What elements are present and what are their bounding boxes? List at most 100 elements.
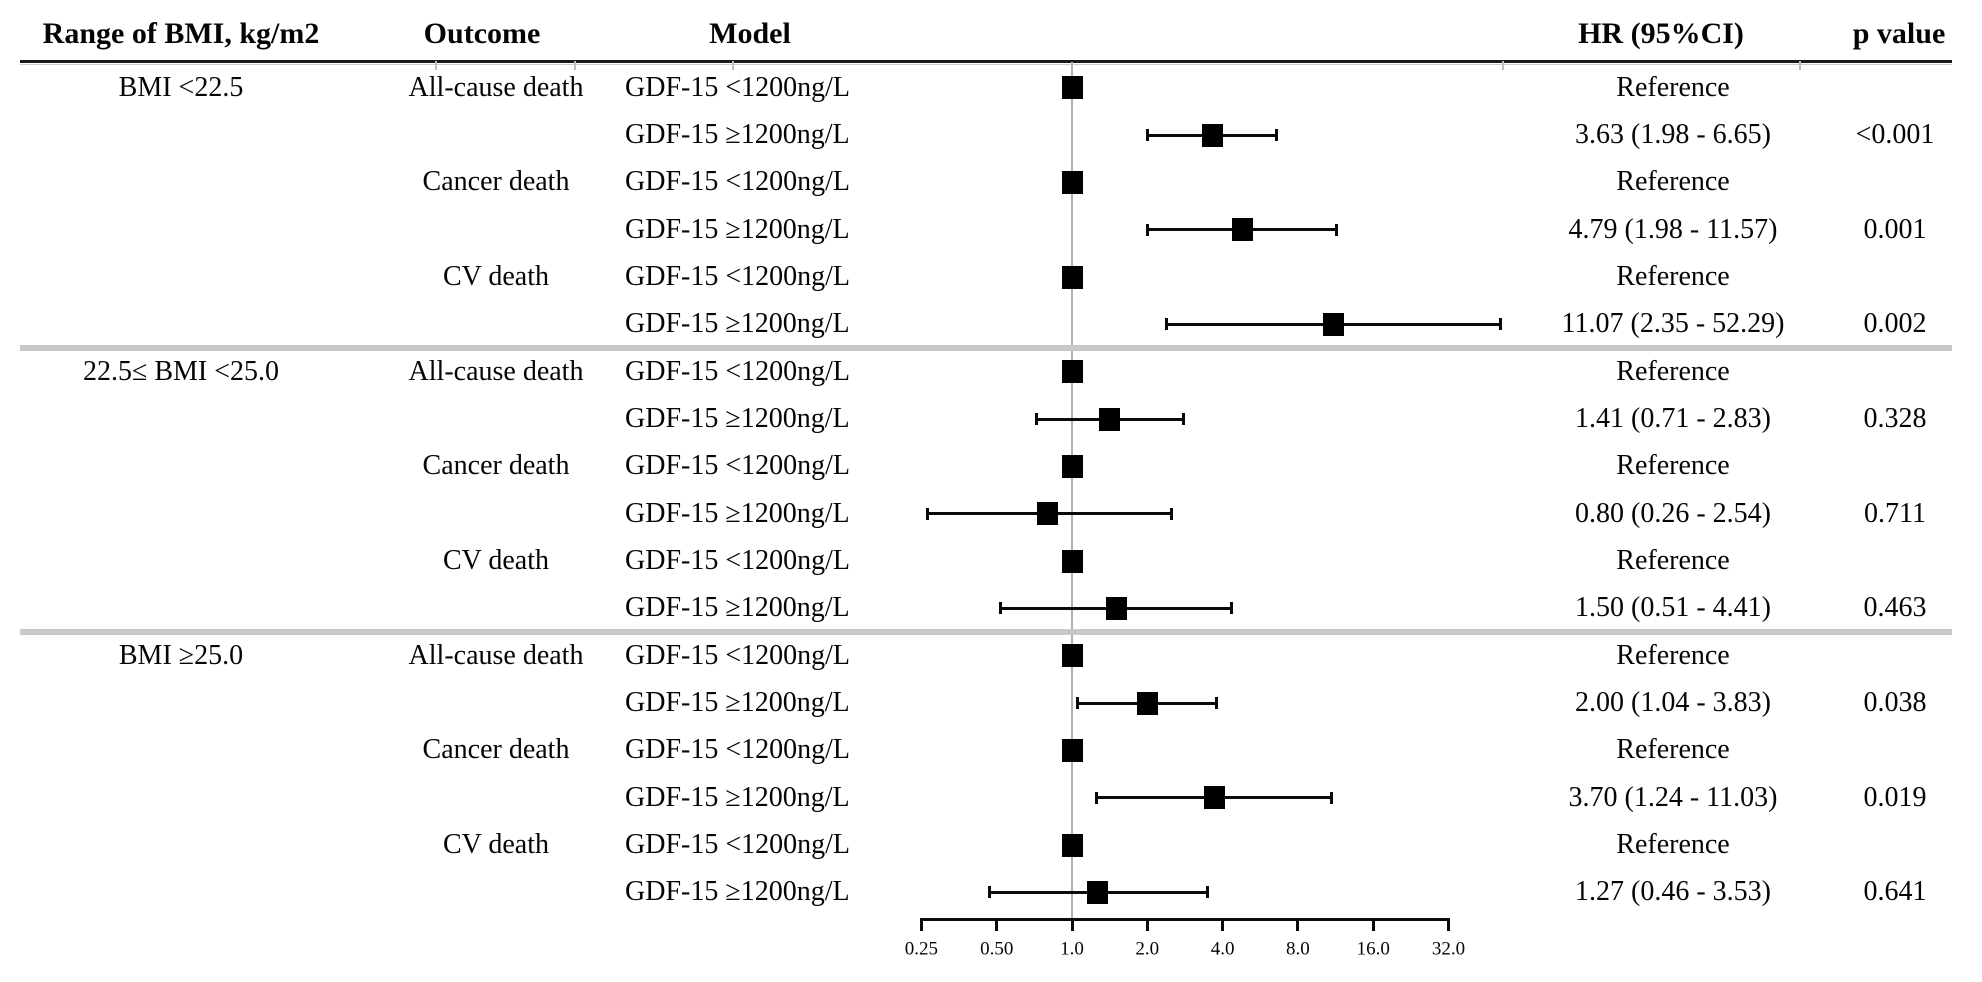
hr-point-marker: [1061, 833, 1083, 857]
axis-tick-label: 8.0: [1286, 938, 1310, 960]
header-rule-shadow: [20, 64, 1952, 65]
model-label: GDF-15 ≥1200ng/L: [625, 119, 850, 150]
ci-whisker-cap-high: [1230, 602, 1234, 615]
hr-point-marker: [1061, 76, 1083, 100]
hr-point-marker: [1322, 312, 1344, 336]
hr-ci-value: 1.50 (0.51 - 4.41): [1575, 592, 1771, 624]
axis-tick: [1145, 918, 1149, 931]
outcome-label: All-cause death: [408, 639, 584, 671]
outcome-label: All-cause death: [408, 355, 584, 387]
hr-point-marker: [1087, 880, 1109, 904]
ci-whisker-cap-high: [1498, 318, 1502, 331]
x-axis-line: [921, 918, 1449, 921]
hr-point-marker: [1061, 549, 1083, 573]
axis-tick-label: 32.0: [1431, 938, 1466, 960]
ci-whisker-cap-high: [1206, 886, 1210, 899]
ci-whisker-cap-low: [998, 602, 1002, 615]
hr-point-marker: [1203, 786, 1225, 810]
ci-whisker-cap-low: [1146, 223, 1150, 236]
hr-ci-value: Reference: [1616, 355, 1730, 387]
model-label: GDF-15 ≥1200ng/L: [625, 497, 850, 529]
p-value: 0.019: [1863, 781, 1927, 813]
hr-point-marker: [1201, 123, 1223, 147]
model-label: GDF-15 <1200ng/L: [625, 261, 851, 292]
hr-ci-value: 1.41 (0.71 - 2.83): [1575, 403, 1771, 434]
hr-ci-value: 0.80 (0.26 - 2.54): [1575, 497, 1771, 529]
column-separator-tick: [574, 61, 576, 70]
ci-whisker-cap-high: [1274, 129, 1278, 141]
axis-tick-label: 0.25: [904, 938, 939, 960]
hr-point-marker: [1105, 596, 1127, 620]
hr-ci-value: Reference: [1616, 450, 1730, 482]
column-header-pvalue: p value: [1852, 17, 1946, 50]
column-separator-tick: [435, 61, 437, 70]
p-value: 0.641: [1863, 876, 1927, 908]
axis-tick: [995, 918, 999, 931]
ci-whisker-cap-low: [925, 507, 929, 520]
hr-point-marker: [1136, 691, 1158, 715]
outcome-label: CV death: [442, 545, 550, 576]
hr-ci-value: 1.27 (0.46 - 3.53): [1575, 876, 1771, 908]
column-separator-tick: [1799, 61, 1801, 70]
hr-ci-value: Reference: [1616, 829, 1730, 860]
axis-tick-label: 2.0: [1135, 938, 1160, 960]
hr-ci-value: Reference: [1616, 734, 1730, 766]
column-separator-tick: [1502, 61, 1504, 70]
hr-ci-value: Reference: [1616, 261, 1730, 292]
column-header-model: Model: [709, 17, 791, 50]
hr-ci-value: Reference: [1616, 71, 1730, 103]
column-separator-tick: [732, 61, 734, 70]
p-value: 0.463: [1863, 592, 1927, 624]
hr-point-marker: [1231, 218, 1253, 242]
model-label: GDF-15 <1200ng/L: [625, 450, 851, 482]
p-value: <0.001: [1855, 119, 1935, 150]
p-value: 0.001: [1863, 213, 1927, 245]
ci-whisker-cap-low: [1034, 413, 1038, 425]
ci-whisker-cap-low: [1076, 697, 1080, 709]
hr-ci-value: 2.00 (1.04 - 3.83): [1575, 687, 1771, 718]
header-rule: [20, 60, 1952, 63]
model-label: GDF-15 <1200ng/L: [625, 639, 851, 671]
ci-whisker-cap-high: [1334, 223, 1338, 236]
model-label: GDF-15 ≥1200ng/L: [625, 403, 850, 434]
hr-ci-value: 11.07 (2.35 - 52.29): [1561, 308, 1785, 340]
ci-whisker-cap-high: [1214, 697, 1218, 709]
p-value: 0.711: [1864, 497, 1926, 529]
axis-tick-label: 4.0: [1210, 938, 1235, 960]
bmi-group-label: 22.5≤ BMI <25.0: [82, 355, 280, 387]
outcome-label: Cancer death: [422, 734, 570, 766]
ci-whisker-cap-low: [1095, 791, 1099, 804]
outcome-label: CV death: [442, 829, 550, 860]
model-label: GDF-15 ≥1200ng/L: [625, 213, 850, 245]
outcome-label: Cancer death: [422, 166, 570, 198]
group-divider: [20, 629, 1952, 635]
model-label: GDF-15 <1200ng/L: [625, 355, 851, 387]
axis-tick-label: 0.50: [980, 938, 1014, 960]
model-label: GDF-15 <1200ng/L: [625, 166, 851, 198]
axis-tick: [1371, 918, 1375, 931]
outcome-label: Cancer death: [422, 450, 570, 482]
reference-line: [1071, 62, 1073, 918]
model-label: GDF-15 ≥1200ng/L: [625, 781, 850, 813]
ci-whisker-cap-low: [1164, 318, 1168, 331]
model-label: GDF-15 ≥1200ng/L: [625, 876, 850, 908]
ci-whisker-cap-low: [1146, 129, 1150, 141]
bmi-group-label: BMI ≥25.0: [118, 639, 244, 671]
hr-point-marker: [1037, 502, 1059, 526]
ci-whisker-cap-high: [1182, 413, 1185, 425]
column-header-outcome: Outcome: [423, 17, 541, 50]
hr-ci-value: Reference: [1616, 545, 1730, 576]
hr-ci-value: 4.79 (1.98 - 11.57): [1568, 213, 1778, 245]
column-header-hr: HR (95%CI): [1578, 17, 1744, 50]
model-label: GDF-15 <1200ng/L: [625, 829, 851, 860]
model-label: GDF-15 <1200ng/L: [625, 734, 851, 766]
p-value: 0.002: [1863, 308, 1927, 340]
axis-tick: [1221, 918, 1225, 931]
ci-whisker-cap-low: [987, 886, 991, 899]
axis-tick-label: 1.0: [1060, 938, 1084, 960]
hr-point-marker: [1061, 170, 1083, 194]
hr-ci-value: Reference: [1616, 639, 1730, 671]
axis-tick: [1070, 918, 1074, 931]
ci-whisker-cap-high: [1170, 507, 1174, 520]
